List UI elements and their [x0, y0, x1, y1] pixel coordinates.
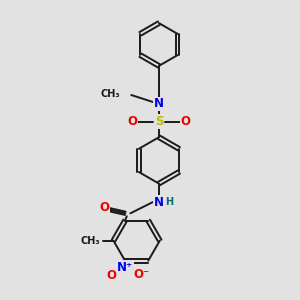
Text: O: O — [106, 269, 116, 282]
Text: N⁺: N⁺ — [117, 261, 133, 274]
Text: S: S — [155, 115, 163, 128]
Text: O: O — [127, 115, 137, 128]
Text: N: N — [154, 98, 164, 110]
Text: H: H — [165, 197, 173, 207]
Text: O: O — [181, 115, 191, 128]
Text: CH₃: CH₃ — [80, 236, 100, 246]
Text: CH₃: CH₃ — [101, 88, 120, 98]
Text: O⁻: O⁻ — [133, 268, 149, 281]
Text: O: O — [99, 202, 109, 214]
Text: N: N — [154, 196, 164, 208]
